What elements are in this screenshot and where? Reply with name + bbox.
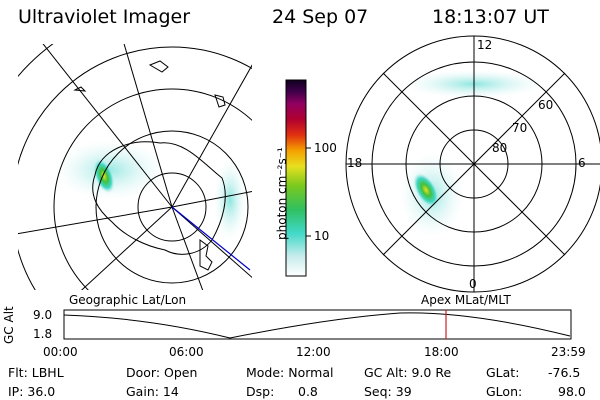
altitude-timeline	[63, 309, 572, 340]
app-title: Ultraviolet Imager	[18, 6, 191, 28]
ip-readout: IP: 36.0	[8, 384, 56, 399]
gain-readout: Gain: 14	[126, 384, 179, 399]
colorbar-tick-10: 10	[314, 229, 330, 243]
dsp-label: Dsp:	[246, 384, 275, 399]
mlat-label-70: 70	[512, 121, 528, 135]
seq-readout: Seq: 39	[364, 384, 412, 399]
y-tick-high: 9.0	[33, 308, 53, 322]
gc-alt-readout: GC Alt: 9.0 Re	[364, 365, 452, 380]
colorbar-tick-100: 100	[314, 141, 337, 155]
x-tick-1800: 18:00	[424, 345, 459, 359]
mlt-label-18: 18	[347, 156, 363, 170]
glon-value: 98.0	[558, 384, 586, 399]
y-tick-low: 1.8	[33, 327, 53, 341]
dsp-value: 0.8	[298, 384, 318, 399]
glon-label: GLon:	[486, 384, 523, 399]
x-tick-0600: 06:00	[169, 345, 204, 359]
colorbar	[285, 79, 307, 277]
x-tick-0000: 00:00	[43, 345, 78, 359]
colorbar-label: photon cm⁻²s⁻¹	[275, 147, 289, 240]
mlat-label-60: 60	[538, 98, 554, 112]
timeline-axis-title: GC Alt	[2, 306, 16, 344]
mlt-label-6: 6	[578, 156, 586, 170]
glat-value: -76.5	[548, 365, 581, 380]
x-tick-2359: 23:59	[551, 345, 586, 359]
mlt-label-12: 12	[477, 38, 493, 52]
mlat-label-80: 80	[492, 141, 508, 155]
x-tick-1200: 12:00	[296, 345, 331, 359]
glat-label: GLat:	[486, 365, 520, 380]
geographic-map	[18, 44, 252, 290]
door-readout: Door: Open	[126, 365, 198, 380]
apex-label: Apex MLat/MLT	[421, 293, 511, 307]
geographic-label: Geographic Lat/Lon	[69, 293, 187, 307]
filter-readout: Flt: LBHL	[8, 365, 64, 380]
satellite-track	[171, 206, 251, 271]
mode-readout: Mode: Normal	[246, 365, 334, 380]
polar-plot	[345, 35, 600, 293]
time-readout: 18:13:07 UT	[432, 6, 549, 28]
date-readout: 24 Sep 07	[272, 6, 369, 28]
mlt-label-0: 0	[469, 277, 477, 291]
